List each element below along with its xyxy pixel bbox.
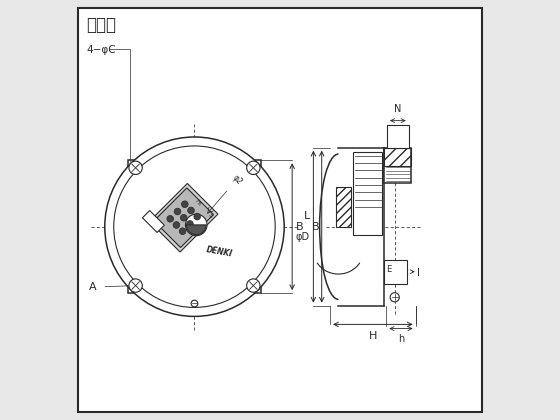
Bar	[128, 160, 261, 293]
Text: 寸法図: 寸法図	[86, 16, 116, 34]
Circle shape	[191, 300, 198, 307]
Text: H: H	[368, 331, 377, 341]
Polygon shape	[154, 188, 213, 247]
Bar	[353, 152, 382, 235]
Circle shape	[246, 161, 260, 174]
Text: φ2: φ2	[231, 174, 244, 187]
Bar	[337, 187, 351, 227]
Bar	[387, 125, 409, 148]
Wedge shape	[186, 225, 206, 235]
Text: S: S	[207, 213, 213, 219]
Bar	[384, 148, 412, 183]
Circle shape	[390, 293, 399, 302]
Polygon shape	[150, 184, 218, 252]
Circle shape	[194, 213, 200, 220]
Bar	[107, 216, 128, 237]
Text: 4−φC: 4−φC	[86, 45, 115, 55]
Text: B: B	[312, 222, 320, 232]
Circle shape	[174, 208, 181, 215]
Circle shape	[129, 161, 142, 174]
Circle shape	[180, 214, 187, 221]
Text: B: B	[296, 222, 304, 232]
Text: φD: φD	[296, 232, 310, 242]
Text: h: h	[398, 333, 404, 344]
Bar	[261, 216, 282, 237]
Text: E: E	[386, 265, 391, 274]
Circle shape	[129, 279, 142, 292]
FancyBboxPatch shape	[78, 8, 482, 412]
Bar	[384, 148, 412, 165]
Text: N: N	[394, 105, 402, 114]
Text: DENKI: DENKI	[206, 245, 234, 259]
Circle shape	[179, 228, 186, 234]
Text: A: A	[89, 282, 97, 292]
Bar	[184, 139, 205, 160]
Circle shape	[167, 215, 174, 222]
Circle shape	[181, 201, 188, 207]
Polygon shape	[142, 210, 164, 232]
Circle shape	[173, 222, 180, 228]
Circle shape	[188, 207, 194, 214]
Text: H₁: H₁	[194, 198, 202, 207]
Text: L: L	[304, 211, 310, 221]
Circle shape	[186, 220, 193, 227]
Circle shape	[105, 137, 284, 316]
Bar	[184, 293, 205, 314]
Bar	[384, 260, 407, 284]
Circle shape	[185, 214, 207, 236]
Circle shape	[246, 279, 260, 292]
